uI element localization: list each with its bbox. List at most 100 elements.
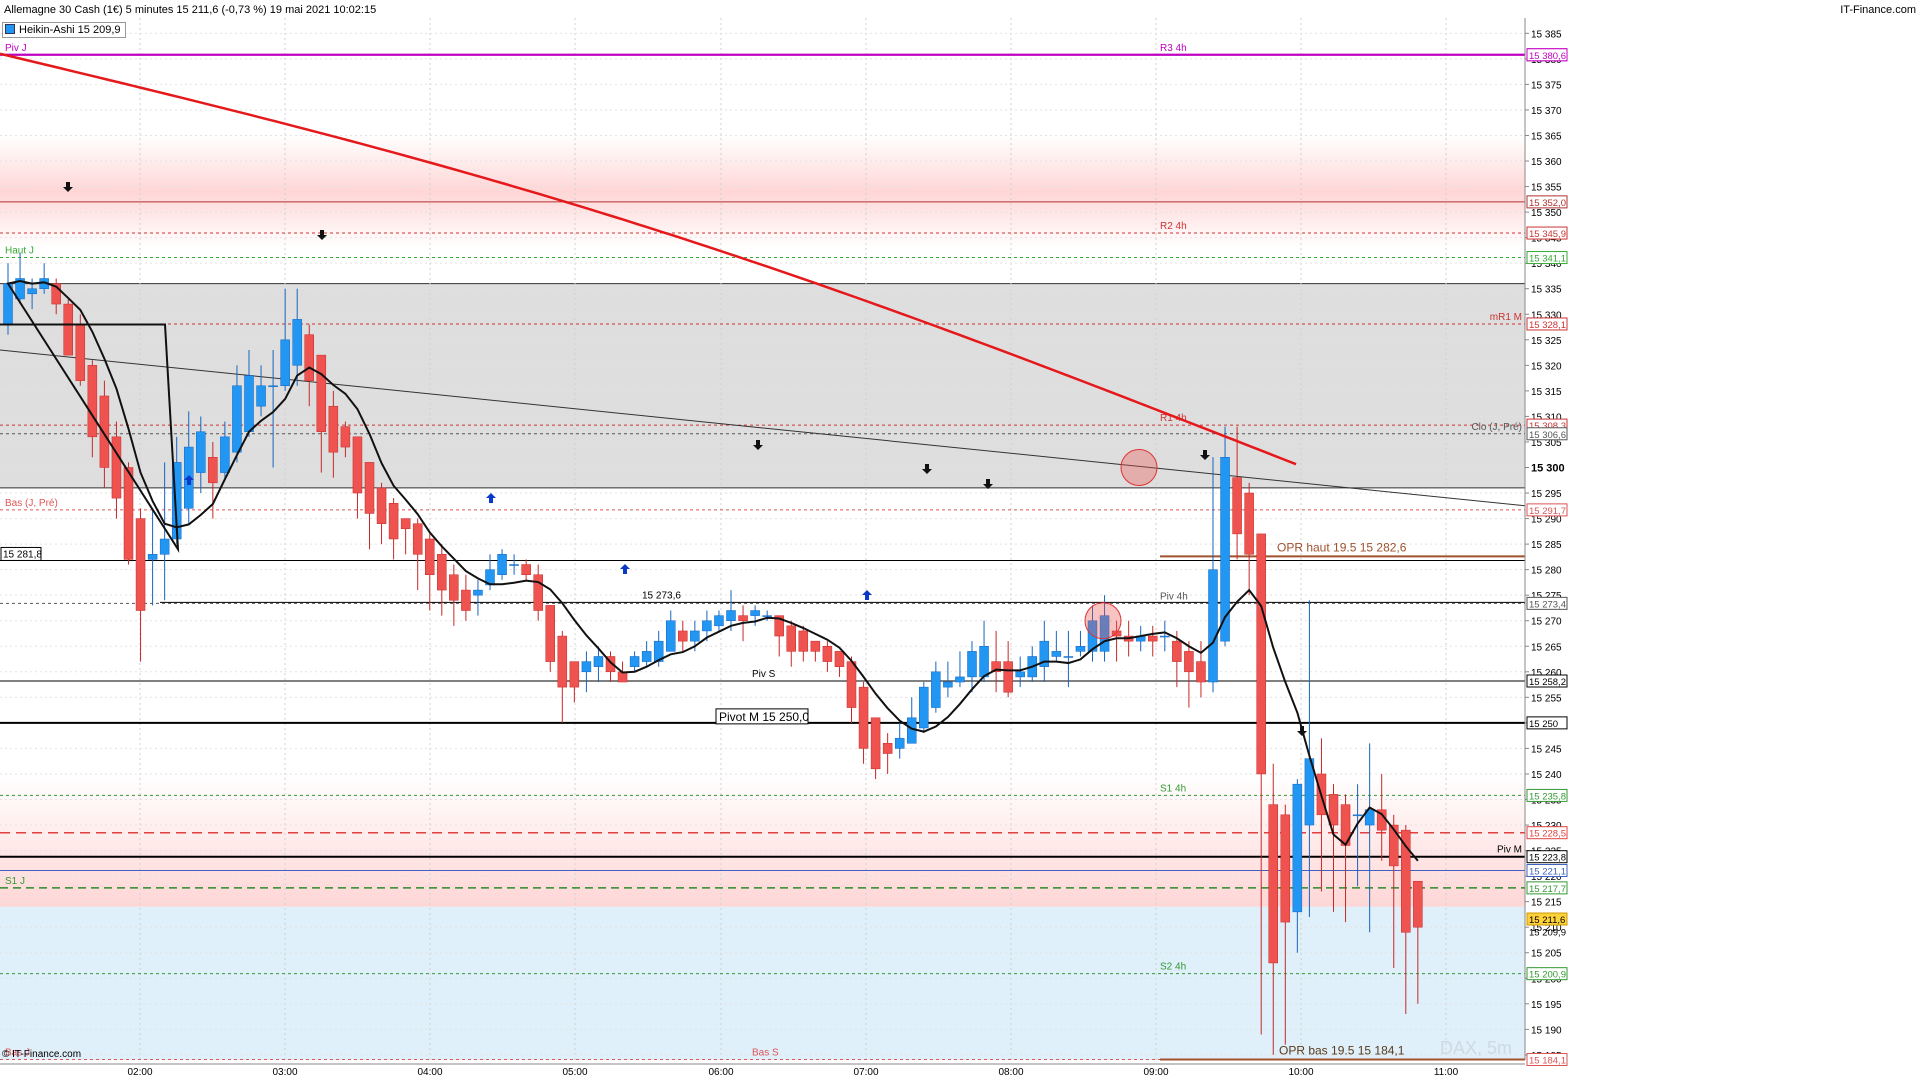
candle-body — [15, 278, 25, 300]
price-tag-box — [1526, 863, 1568, 877]
level-label: 15 281,8 — [3, 549, 42, 560]
candle-body — [425, 538, 435, 576]
price-tag-label: 15 291,7 — [1529, 506, 1566, 517]
time-tick-label: 02:00 — [127, 1067, 152, 1078]
candle-body — [328, 405, 339, 453]
price-tick-label: 15 215 — [1531, 898, 1562, 909]
level-label: Bas J — [5, 1047, 30, 1058]
price-tag-label: 15 184,1 — [1529, 1055, 1566, 1066]
candle-body — [1063, 656, 1074, 658]
watermark-label: DAX, 5m — [1440, 1038, 1512, 1058]
current-price-tag — [1526, 912, 1568, 926]
level-label: S1 4h — [1160, 783, 1186, 794]
candle-body — [135, 518, 146, 611]
time-tick-label: 04:00 — [417, 1067, 442, 1078]
candle-body — [810, 640, 821, 652]
candle-body — [1268, 804, 1278, 964]
candle-body — [1232, 477, 1242, 535]
candle-body — [581, 661, 592, 673]
candle-body — [678, 630, 688, 642]
price-tag-label: 15 345,9 — [1529, 229, 1566, 240]
pivot-m-box — [715, 708, 809, 725]
price-tag-label: 15 235,8 — [1529, 791, 1566, 802]
price-tick-label: 15 280 — [1531, 566, 1562, 577]
time-tick-label: 03:00 — [272, 1067, 297, 1078]
candle-body — [1292, 783, 1303, 913]
candle-body — [1172, 640, 1182, 662]
price-tick-label: 15 335 — [1531, 285, 1562, 296]
candle-body — [1256, 533, 1266, 775]
price-tag-box — [1526, 788, 1568, 802]
candle-body — [1413, 880, 1423, 928]
highlight-circle — [1084, 602, 1122, 640]
candle-body — [1220, 457, 1230, 642]
price-tick-label: 15 210 — [1531, 923, 1562, 934]
price-tag-box — [1526, 716, 1568, 730]
price-tick-label: 15 320 — [1531, 361, 1562, 372]
candle-body — [967, 651, 977, 678]
level-label: Piv M — [1497, 845, 1522, 856]
candle-body — [666, 620, 676, 652]
candle-body — [449, 574, 459, 601]
price-tag-box — [1526, 674, 1568, 688]
price-tag-box — [1526, 967, 1568, 981]
candle-body — [738, 615, 748, 621]
time-tick-label: 06:00 — [708, 1067, 733, 1078]
candle-body — [364, 462, 375, 514]
candle-body — [51, 283, 61, 305]
level-label: R1 4h — [1160, 413, 1187, 424]
candle-body — [220, 436, 230, 473]
price-tag-label: 15 221,1 — [1529, 866, 1566, 877]
price-tag-box — [1526, 850, 1568, 864]
candle-body — [340, 426, 351, 448]
candle-body — [1352, 814, 1363, 817]
candle-body — [521, 564, 531, 576]
candle-body — [400, 518, 411, 530]
zone-resistance — [0, 135, 1525, 248]
price-tag-box — [1526, 195, 1568, 209]
candle-body — [497, 554, 507, 576]
level-label: Piv 4h — [1160, 591, 1188, 602]
level-label: Bas S — [752, 1047, 779, 1058]
price-tag-box — [1526, 48, 1568, 62]
price-tag-box — [1526, 427, 1568, 441]
candle-body — [533, 574, 543, 611]
candle-body — [955, 676, 965, 683]
candle-body — [919, 686, 929, 729]
price-tick-label: 15 385 — [1531, 29, 1562, 40]
sell-arrow-icon — [1200, 450, 1210, 460]
candle-body — [834, 651, 845, 667]
level-label: S1 J — [5, 876, 25, 887]
candle-body — [1401, 829, 1411, 933]
level-label: Haut J — [5, 246, 34, 257]
price-tag-label: 15 273,4 — [1529, 599, 1566, 610]
candle-body — [822, 646, 833, 662]
price-tick-label: 15 340 — [1531, 259, 1562, 270]
price-tag-label: 15 341,1 — [1529, 254, 1566, 265]
moving-average-line — [0, 280, 1419, 862]
ma200-line — [0, 52, 1297, 466]
price-tick-label: 15 270 — [1531, 617, 1562, 628]
price-tick-label: 15 255 — [1531, 693, 1562, 704]
price-tick-label: 15 195 — [1531, 1000, 1562, 1011]
candle-body — [256, 385, 266, 407]
candle-body — [159, 538, 170, 555]
zone-support — [0, 906, 1525, 1060]
candle-body — [714, 615, 724, 627]
sell-arrow-icon — [922, 464, 932, 474]
level-box — [0, 546, 42, 561]
price-tag-label: 15 308,3 — [1529, 421, 1566, 432]
candle-body — [1111, 630, 1122, 637]
candle-body — [931, 671, 941, 708]
price-tick-label: 15 330 — [1531, 310, 1562, 321]
price-tick-label: 15 290 — [1531, 515, 1562, 526]
candle-body — [762, 615, 772, 617]
candle-body — [726, 610, 736, 621]
trend-line — [0, 349, 1526, 507]
level-label: 15 273,6 — [642, 590, 681, 601]
candle-body — [292, 319, 302, 366]
buy-arrow-icon — [184, 475, 194, 485]
price-tick-label: 15 245 — [1531, 744, 1562, 755]
